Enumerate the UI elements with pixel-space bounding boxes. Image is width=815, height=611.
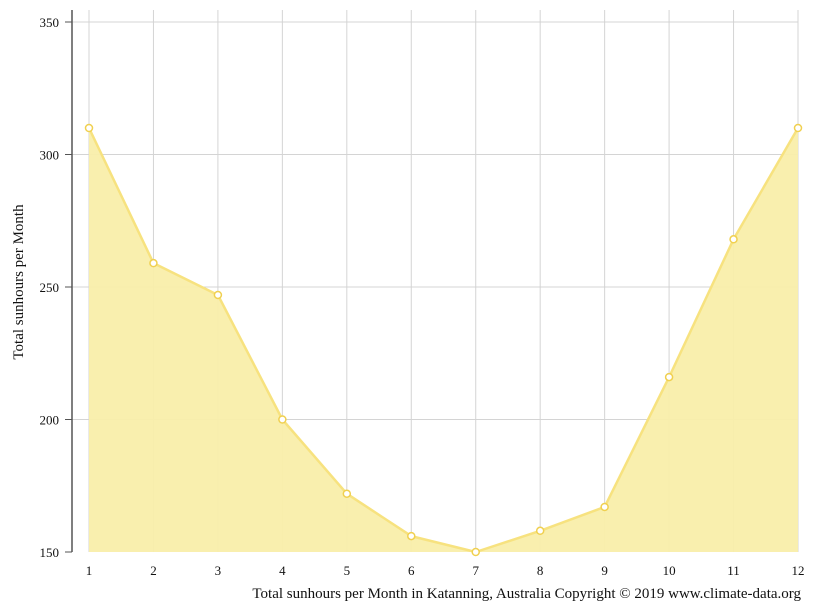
x-tick-label: 1 — [86, 563, 93, 578]
series-line — [87, 127, 800, 554]
x-tick-label: 5 — [344, 563, 351, 578]
area-series — [87, 127, 800, 554]
data-point — [278, 415, 287, 424]
data-point — [600, 502, 609, 512]
area-fill — [89, 128, 798, 552]
data-point — [729, 235, 738, 244]
x-tick-label: 11 — [727, 563, 740, 578]
data-point — [149, 258, 158, 268]
data-point — [407, 531, 416, 541]
y-tick-label: 200 — [40, 413, 60, 428]
x-tick-label: 7 — [472, 563, 479, 578]
y-tick-labels: 150 200 250 300 350 — [40, 15, 60, 560]
y-tick-label: 300 — [40, 148, 60, 163]
x-tick-label: 10 — [663, 563, 676, 578]
data-point — [471, 547, 480, 557]
y-tick-label: 250 — [40, 280, 60, 295]
x-tick-label: 12 — [792, 563, 805, 578]
data-point — [664, 372, 674, 382]
x-tick-label: 9 — [601, 563, 608, 578]
data-point — [213, 290, 223, 300]
y-axis-title: Total sunhours per Month — [11, 204, 27, 360]
x-tick-label: 8 — [537, 563, 544, 578]
chart-caption: Total sunhours per Month in Katanning, A… — [252, 586, 801, 602]
x-tick-label: 3 — [215, 563, 222, 578]
data-point — [342, 489, 352, 498]
y-tick-label: 350 — [40, 15, 60, 30]
y-tick-label: 150 — [40, 545, 60, 560]
data-markers — [84, 123, 803, 557]
data-point — [535, 526, 545, 536]
data-point — [793, 123, 803, 133]
x-tick-labels: 1 2 3 4 5 6 7 8 9 10 11 12 — [86, 563, 805, 578]
x-tick-label: 2 — [150, 563, 157, 578]
data-point — [84, 123, 94, 133]
x-tick-label: 4 — [279, 563, 286, 578]
x-tick-label: 6 — [408, 563, 415, 578]
